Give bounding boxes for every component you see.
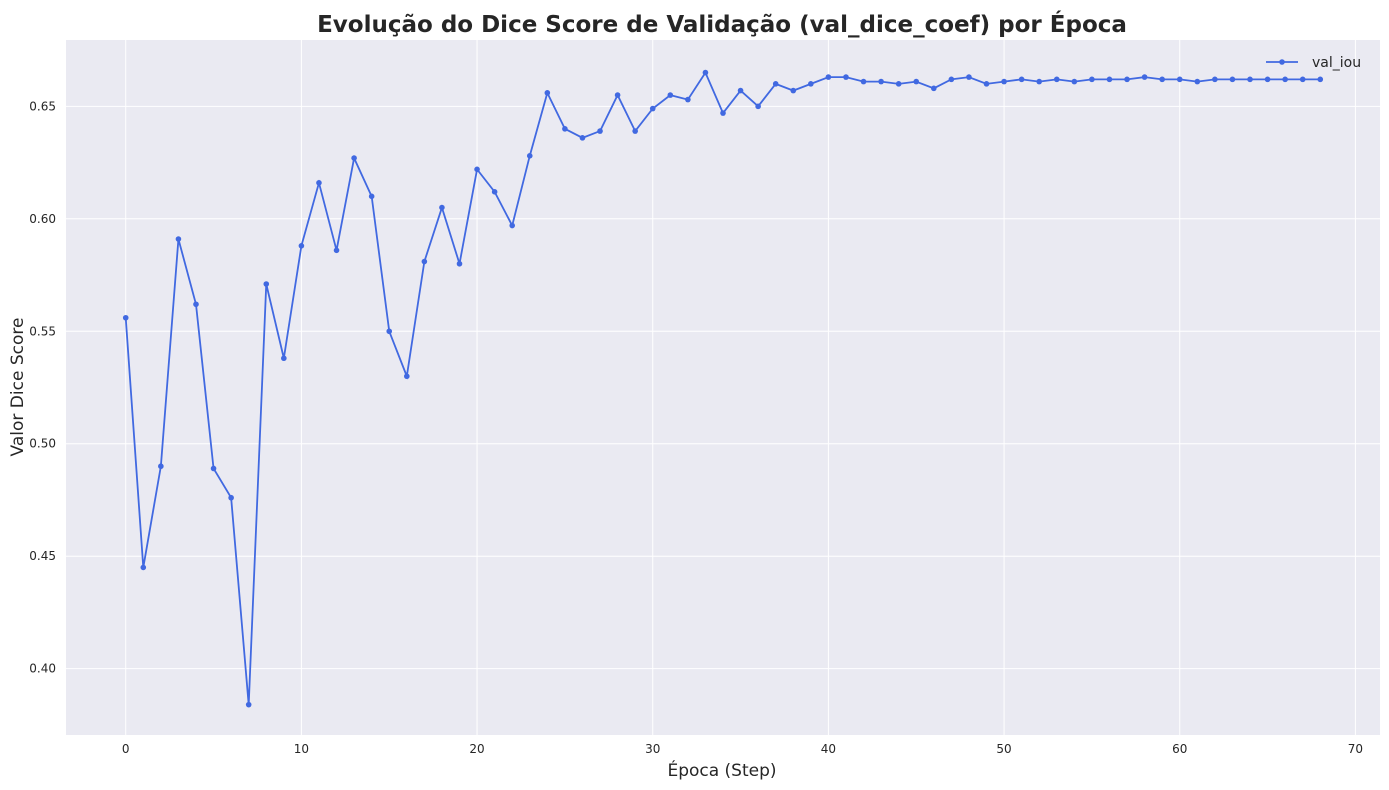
y-tick-label: 0.45 — [29, 549, 56, 563]
data-point — [1018, 76, 1025, 83]
y-tick-label: 0.60 — [29, 212, 56, 226]
legend-marker-icon — [1279, 59, 1285, 65]
data-point — [175, 236, 182, 242]
data-point — [439, 204, 445, 211]
data-point — [632, 128, 638, 134]
y-tick-label: 0.40 — [29, 662, 56, 676]
data-point — [298, 243, 305, 249]
data-point — [685, 96, 691, 103]
data-point — [1124, 76, 1130, 83]
data-point — [983, 81, 990, 87]
data-point — [702, 69, 709, 76]
data-point — [1176, 76, 1183, 83]
data-point — [825, 74, 832, 80]
data-point — [720, 110, 726, 116]
legend-label: val_iou — [1312, 55, 1361, 71]
data-point — [1299, 76, 1306, 83]
data-point — [860, 78, 867, 85]
data-point — [667, 92, 674, 98]
data-point — [316, 180, 322, 186]
x-gridlines — [125, 40, 1356, 735]
data-point — [790, 87, 797, 94]
data-point — [193, 301, 199, 308]
series-points-val-iou — [122, 69, 1324, 708]
data-point — [544, 90, 551, 96]
data-point — [140, 564, 147, 571]
data-point — [351, 155, 357, 161]
data-point — [737, 87, 744, 94]
data-point — [526, 153, 533, 159]
data-point — [895, 81, 902, 87]
x-tick-label: 70 — [1348, 742, 1363, 756]
x-tick-label: 30 — [645, 742, 660, 756]
y-gridlines — [66, 105, 1380, 670]
data-point — [614, 92, 621, 98]
data-point — [210, 465, 217, 472]
data-point — [1053, 76, 1060, 83]
data-point — [1247, 76, 1253, 83]
data-point — [1106, 76, 1113, 83]
data-point — [333, 247, 340, 254]
x-tick-label: 50 — [996, 742, 1011, 756]
data-point — [158, 463, 164, 470]
data-point — [966, 74, 972, 80]
data-point — [1282, 76, 1288, 83]
data-point — [1317, 76, 1324, 83]
data-point — [931, 85, 937, 92]
data-point — [649, 105, 656, 112]
x-tick-label: 20 — [469, 742, 484, 756]
data-point — [1159, 76, 1165, 83]
data-point — [1001, 78, 1007, 85]
data-point — [509, 222, 515, 229]
data-point — [948, 76, 955, 83]
x-tick-label: 60 — [1172, 742, 1187, 756]
data-point — [404, 373, 410, 380]
data-point — [474, 166, 480, 173]
x-axis-label: Época (Step) — [667, 759, 776, 781]
data-point — [421, 258, 428, 265]
data-point — [1194, 78, 1201, 85]
y-tick-label: 0.65 — [29, 99, 56, 113]
data-point — [772, 81, 779, 87]
data-point — [245, 701, 252, 708]
data-point — [562, 126, 568, 132]
y-tick-label: 0.55 — [29, 324, 56, 338]
data-point — [843, 74, 849, 80]
data-point — [456, 260, 463, 267]
data-point — [1229, 76, 1236, 83]
data-point — [913, 78, 920, 85]
data-point — [1264, 76, 1271, 83]
y-tick-labels: 0.40 0.45 0.50 0.55 0.60 0.65 — [29, 99, 56, 675]
data-point — [263, 281, 270, 287]
data-point — [281, 355, 287, 362]
x-tick-label: 10 — [294, 742, 309, 756]
x-tick-labels: 0 10 20 30 40 50 60 70 — [122, 742, 1363, 756]
data-point — [491, 189, 498, 195]
data-point — [878, 78, 884, 85]
y-tick-label: 0.50 — [29, 437, 56, 451]
data-point — [1071, 78, 1078, 85]
data-point — [228, 494, 234, 501]
data-point — [1036, 78, 1042, 85]
data-point — [386, 328, 393, 335]
data-point — [808, 81, 814, 87]
data-point — [597, 128, 603, 134]
chart-title: Evolução do Dice Score de Validação (val… — [317, 10, 1127, 38]
plot-area — [66, 40, 1380, 735]
x-tick-label: 40 — [821, 742, 836, 756]
data-point — [579, 135, 586, 141]
data-point — [755, 103, 761, 110]
data-point — [1212, 76, 1218, 83]
legend: val_iou — [1266, 55, 1361, 71]
y-axis-label: Valor Dice Score — [8, 318, 28, 457]
data-point — [368, 193, 375, 200]
x-tick-label: 0 — [122, 742, 130, 756]
data-point — [122, 314, 129, 321]
data-point — [1141, 74, 1148, 80]
data-point — [1089, 76, 1095, 83]
